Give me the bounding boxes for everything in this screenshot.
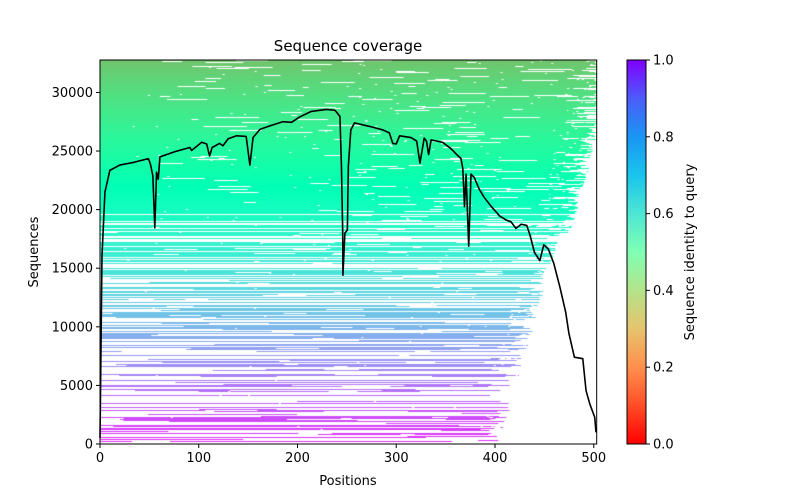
x-tick-label: 400 (483, 451, 508, 466)
colorbar-axis: 0.0 0.2 0.4 0.6 0.8 1.0 (646, 54, 674, 453)
y-axis-label: Sequences (27, 216, 42, 287)
x-tick-label: 300 (384, 451, 409, 466)
y-tick-label: 10000 (52, 320, 93, 335)
x-axis: 0 100 200 300 400 500 (96, 444, 606, 466)
colorbar-label: Sequence identity to query (683, 163, 698, 340)
colorbar-tick-label: 0.2 (653, 361, 674, 376)
y-tick-label: 0 (85, 438, 93, 453)
y-axis: 0 5000 10000 15000 20000 25000 30000 (52, 86, 100, 453)
y-tick-label: 5000 (60, 379, 93, 394)
y-tick-label: 20000 (52, 203, 93, 218)
colorbar-tick-label: 0.0 (653, 438, 674, 453)
x-tick-label: 500 (581, 451, 606, 466)
y-tick-label: 25000 (52, 145, 93, 160)
y-tick-label: 30000 (52, 86, 93, 101)
colorbar-tick-label: 1.0 (653, 54, 674, 69)
y-tick-label: 15000 (52, 262, 93, 277)
plot-frame (99, 59, 598, 445)
colorbar-tick-label: 0.6 (653, 207, 674, 222)
x-tick-label: 0 (96, 451, 104, 466)
colorbar-tick-label: 0.4 (653, 284, 674, 299)
x-axis-label: Positions (319, 474, 377, 489)
colorbar (626, 59, 647, 445)
chart-title: Sequence coverage (274, 37, 422, 55)
colorbar-tick-label: 0.8 (653, 130, 674, 145)
x-tick-label: 100 (186, 451, 211, 466)
x-tick-label: 200 (285, 451, 310, 466)
coverage-line (99, 108, 597, 439)
